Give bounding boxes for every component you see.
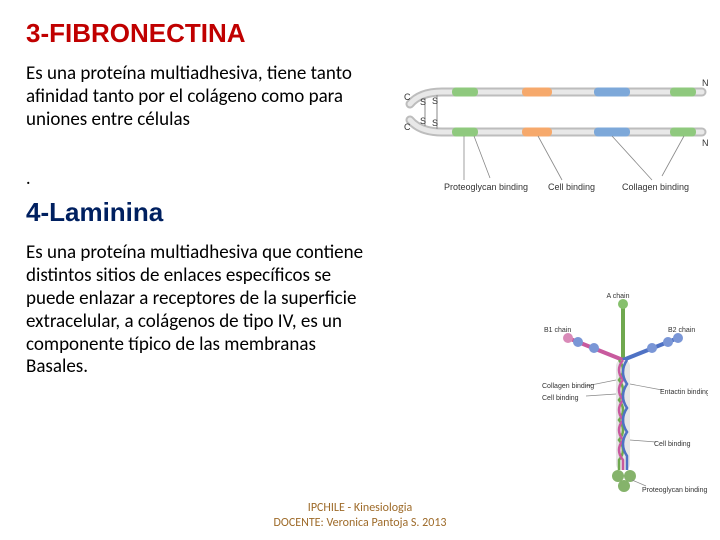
paragraph-fibronectina: Es una proteína multiadhesiva, tiene tan…: [26, 63, 381, 131]
fibronectin-leaders: [464, 136, 684, 180]
label-collagen-binding: Collagen binding: [542, 383, 594, 390]
fibronectin-diagram: S S S S C C N N Proteoglycan binding Cel…: [402, 68, 710, 218]
arm-globule: [589, 343, 599, 353]
label-proteoglycan: Proteoglycan binding: [444, 182, 528, 192]
bottom-globule: [624, 470, 636, 482]
n-terminus-label: N: [702, 138, 709, 148]
s-label: S: [432, 96, 438, 106]
c-terminus-label: C: [404, 122, 411, 132]
label-cell-binding-1: Cell binding: [542, 395, 579, 402]
heading-fibronectina: 3-FIBRONECTINA: [26, 18, 694, 49]
arm-globule: [573, 337, 583, 347]
label-b1-chain: B1 chain: [544, 327, 571, 334]
bottom-globule: [618, 480, 630, 492]
label-entactin-binding: Entactin binding: [660, 389, 708, 396]
footer-line-2: DOCENTE: Veronica Pantoja S. 2013: [0, 516, 720, 532]
arm-globule: [647, 343, 657, 353]
footer: IPCHILE - Kinesiologia DOCENTE: Veronica…: [0, 501, 720, 532]
s-label: S: [432, 118, 438, 128]
label-collagen-binding: Collagen binding: [622, 182, 689, 192]
footer-line-1: IPCHILE - Kinesiologia: [0, 501, 720, 517]
b2-chain-globule: [673, 333, 683, 343]
s-label: S: [420, 97, 426, 107]
slide: 3-FIBRONECTINA Es una proteína multiadhe…: [0, 0, 720, 540]
c-terminus-label: C: [404, 92, 411, 102]
label-a-chain: A chain: [607, 293, 630, 300]
coiled-coil: [616, 360, 630, 470]
laminin-diagram: A chain B1 chain B2 chain Collagen bindi…: [538, 290, 708, 502]
arm-globule: [663, 337, 673, 347]
label-b2-chain: B2 chain: [668, 327, 695, 334]
label-cell-binding: Cell binding: [548, 182, 595, 192]
label-proteoglycan-binding: Proteoglycan binding: [642, 487, 707, 494]
label-cell-binding-2: Cell binding: [654, 441, 691, 448]
b1-chain-globule: [563, 333, 573, 343]
bottom-globule: [612, 470, 624, 482]
n-terminus-label: N: [702, 78, 709, 88]
paragraph-laminina: Es una proteína multiadhesiva que contie…: [26, 242, 381, 379]
a-chain-globule: [618, 299, 628, 309]
s-label: S: [420, 116, 426, 126]
